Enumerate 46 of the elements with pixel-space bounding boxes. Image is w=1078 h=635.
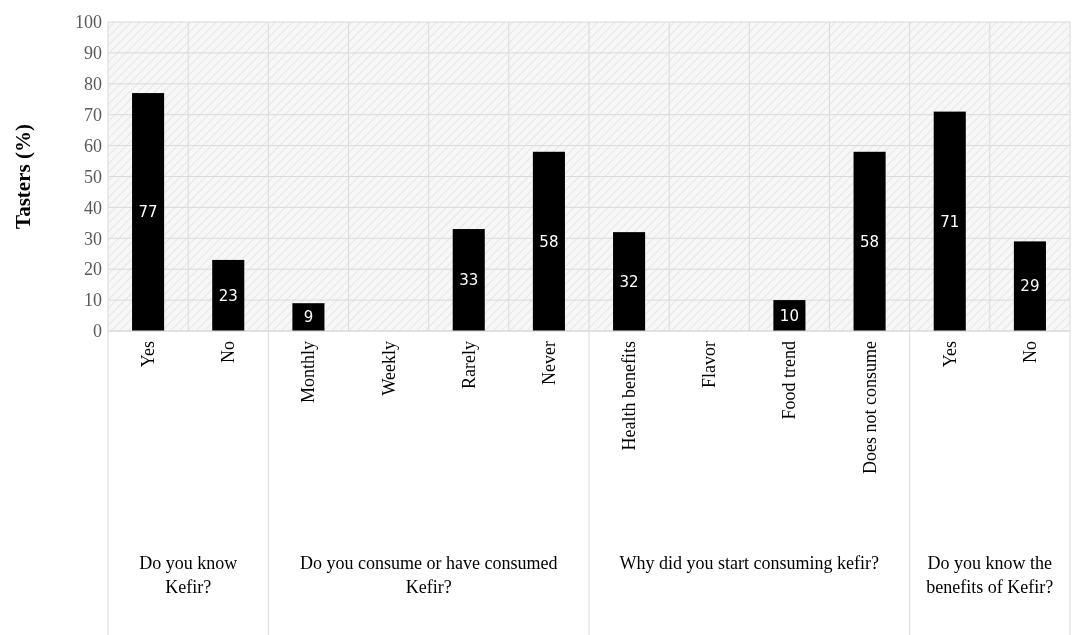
y-axis-title: Tasters (%) [11,124,35,229]
y-tick-label: 80 [84,74,102,95]
y-tick-label: 10 [84,290,102,311]
bar [933,111,966,331]
y-tick-label: 60 [84,135,102,156]
y-tick-label: 40 [84,197,102,218]
y-tick-label: 0 [93,321,102,342]
y-tick-label: 30 [84,228,102,249]
x-tick-label: Food trend [779,341,800,420]
bar [853,151,886,331]
bar [452,229,485,331]
y-tick-label: 100 [75,12,102,33]
x-tick-label: Flavor [699,341,720,388]
x-tick-label: Rarely [458,341,479,389]
y-tick-label: 90 [84,43,102,64]
data-label: 10 [779,306,799,325]
x-tick-label: Never [538,341,559,385]
y-tick-label: 70 [84,104,102,125]
bar [132,93,165,331]
x-tick-label: Health benefits [619,341,640,451]
data-label: 32 [619,272,639,291]
data-label: 29 [1020,277,1040,296]
text: Do you know Kefir? [139,553,238,597]
text: Do you consume or have consumed Kefir? [299,553,558,597]
x-tick-label: No [218,341,239,363]
y-tick-label: 50 [84,166,102,187]
x-tick-label: No [1019,341,1040,363]
x-tick-label: Weekly [378,341,399,396]
data-label: 77 [138,203,158,222]
text: Why did you start consuming kefir? [619,553,880,573]
data-label: 33 [459,271,479,290]
data-label: 9 [303,308,314,327]
text: Do you know the benefits of Kefir? [926,553,1054,597]
x-tick-label: Does not consume [859,341,880,474]
data-label: 58 [539,232,559,251]
x-tick-label: Yes [939,341,960,368]
x-tick-label: Yes [138,341,159,368]
bar [212,259,245,331]
x-tick-label: Monthly [298,341,319,404]
data-label: 23 [218,286,238,305]
y-tick-label: 20 [84,259,102,280]
bar [613,232,646,331]
data-label: 71 [940,212,960,231]
bar [1013,241,1046,331]
bar [532,151,565,331]
data-label: 58 [860,232,880,251]
